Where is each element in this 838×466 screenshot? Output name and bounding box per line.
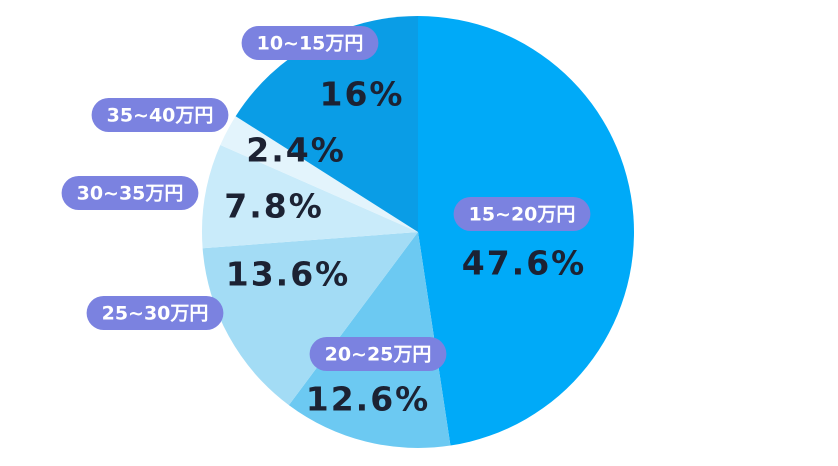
pie-slice: [202, 144, 418, 249]
value-label: 12.6%: [306, 380, 431, 419]
pie-slice: [202, 232, 418, 406]
value-label: 7.8%: [224, 187, 324, 226]
category-label: 25~30万円: [102, 303, 209, 325]
pie-slice: [235, 16, 418, 232]
category-pill: [309, 337, 447, 371]
category-pill: [453, 197, 591, 231]
value-label: 2.4%: [246, 131, 346, 170]
category-pill: [61, 176, 199, 210]
category-label: 10~15万円: [257, 33, 364, 55]
category-label: 35~40万円: [107, 105, 214, 127]
category-pill: [86, 296, 224, 330]
value-label: 13.6%: [226, 255, 351, 294]
value-label: 47.6%: [462, 244, 587, 283]
category-pill: [241, 26, 379, 60]
pie-slice: [220, 116, 418, 232]
category-label: 30~35万円: [77, 183, 184, 205]
category-label: 20~25万円: [325, 344, 432, 366]
category-label: 15~20万円: [469, 204, 576, 226]
value-label: 16%: [320, 75, 405, 114]
category-pill: [91, 98, 229, 132]
